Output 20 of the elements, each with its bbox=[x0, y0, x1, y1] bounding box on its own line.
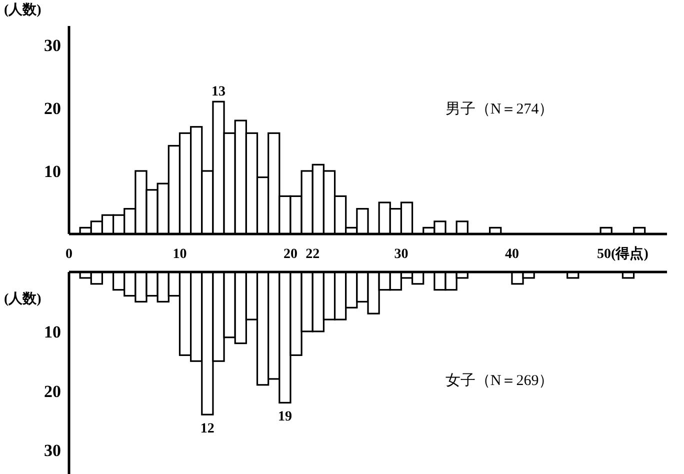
x-tick-label: 40 bbox=[504, 247, 519, 262]
annotation: 男子（N＝274） bbox=[445, 101, 554, 118]
annotation: 19 bbox=[278, 410, 292, 425]
x-tick-label: 22 bbox=[306, 247, 320, 262]
y-axis-title: (人数) bbox=[4, 291, 42, 307]
y-tick-label: 20 bbox=[44, 382, 61, 401]
y-tick-label: 10 bbox=[44, 162, 61, 181]
y-axis-title: (人数) bbox=[4, 2, 42, 18]
y-tick-label: 20 bbox=[44, 98, 61, 118]
x-tick-label: 10 bbox=[172, 247, 187, 262]
y-tick-label: 10 bbox=[44, 322, 61, 342]
y-tick-label: 30 bbox=[44, 36, 61, 55]
annotation: 女子（N＝269） bbox=[445, 372, 554, 390]
x-tick-label: 20 bbox=[283, 247, 298, 262]
x-tick-label: 30 bbox=[394, 247, 408, 262]
annotation: 13 bbox=[212, 84, 226, 100]
x-tick-label: 0 bbox=[66, 247, 72, 262]
x-tick-label: 50(得点) bbox=[597, 246, 649, 262]
annotation: 12 bbox=[200, 422, 214, 437]
y-tick-label: 30 bbox=[44, 441, 61, 460]
